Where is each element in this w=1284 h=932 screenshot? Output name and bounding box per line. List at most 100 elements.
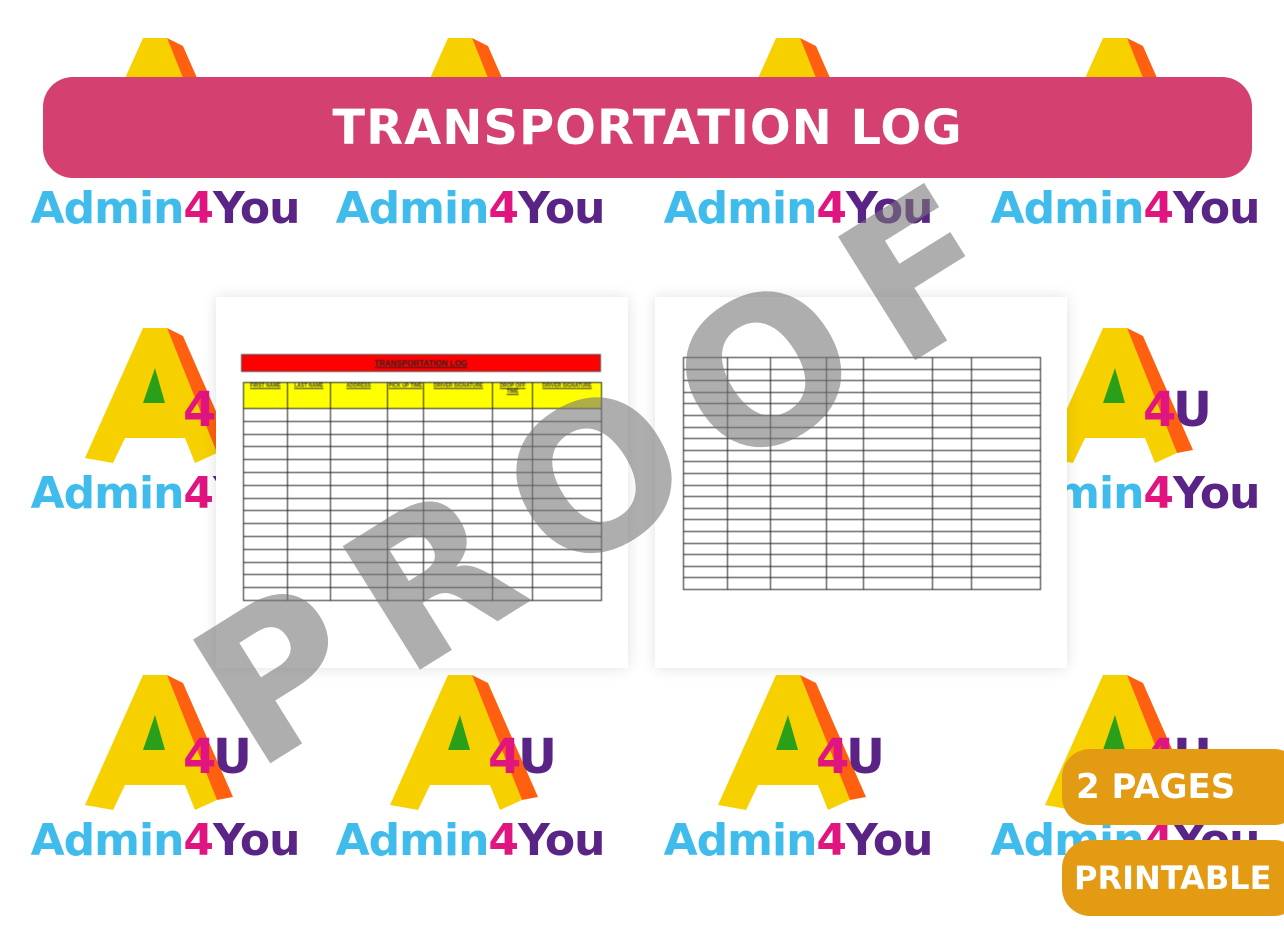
table-cell: [286, 497, 331, 512]
table-cell: [862, 484, 933, 498]
table-cell: [286, 484, 331, 499]
table-cell: [386, 433, 425, 448]
table-cell: [243, 459, 288, 473]
table-cell: [826, 565, 864, 579]
table-cell: [286, 420, 331, 435]
log-table-page-2: [683, 357, 1041, 590]
table-cell: [931, 577, 973, 590]
table-cell: [726, 530, 771, 544]
table-cell: [931, 414, 973, 428]
table-cell: [826, 507, 864, 521]
table-cell: [826, 542, 864, 556]
table-cell: [386, 420, 425, 435]
table-cell: [971, 496, 1041, 509]
table-cell: [683, 507, 728, 521]
table-cell: [862, 542, 933, 556]
table-row: [683, 438, 1041, 451]
svg-text:U: U: [846, 729, 885, 785]
table-cell: [243, 420, 288, 435]
table-cell: [243, 446, 288, 461]
table-cell: [862, 449, 933, 463]
table-cell: [971, 565, 1041, 579]
table-cell: [971, 426, 1041, 440]
table-cell: [971, 542, 1041, 556]
admin4you-logo: 4 U Admin4You: [320, 675, 620, 875]
table-row: [683, 565, 1041, 579]
column-header: ADDRESS: [329, 382, 388, 409]
table-cell: [971, 530, 1041, 544]
table-cell: [769, 530, 828, 544]
table-cell: [423, 587, 494, 601]
sheet-title: TRANSPORTATION LOG: [241, 354, 601, 372]
table-cell: [329, 459, 388, 473]
table-row: [243, 408, 602, 422]
table-row: [683, 391, 1041, 405]
table-cell: [826, 554, 864, 567]
column-header: LAST NAME: [286, 382, 331, 409]
table-cell: [329, 408, 388, 422]
svg-text:4: 4: [183, 729, 216, 785]
table-row: [683, 554, 1041, 567]
title-banner: TRANSPORTATION LOG: [43, 77, 1252, 178]
table-cell: [769, 565, 828, 579]
table-row: [243, 574, 602, 589]
a4u-logo-icon: 4 U: [390, 675, 557, 810]
svg-text:4: 4: [488, 729, 521, 785]
svg-text:4: 4: [1143, 382, 1176, 438]
table-cell: [329, 446, 388, 461]
table-cell: [971, 380, 1041, 393]
admin4you-wordmark: Admin4You: [663, 183, 934, 234]
column-header: DRIVER SIGNATURE: [423, 382, 494, 409]
table-cell: [931, 438, 973, 451]
table-cell: [862, 507, 933, 521]
table-cell: [826, 496, 864, 509]
admin4you-wordmark: Admin4You: [30, 815, 301, 866]
table-cell: [826, 472, 864, 486]
banner-title: TRANSPORTATION LOG: [332, 99, 963, 156]
table-cell: [826, 577, 864, 590]
column-header: DROP OFF TIME: [492, 382, 534, 409]
table-row: [683, 403, 1041, 416]
admin4you-logo: 4 U Admin4You: [975, 328, 1275, 528]
svg-text:4: 4: [183, 382, 216, 438]
table-cell: [726, 554, 771, 567]
table-cell: [971, 484, 1041, 498]
a4u-logo-icon: 4 U: [1045, 328, 1212, 463]
table-cell: [726, 565, 771, 579]
table-cell: [931, 403, 973, 416]
table-cell: [769, 519, 828, 532]
table-cell: [826, 530, 864, 544]
admin4you-wordmark: Admin4You: [990, 468, 1261, 519]
svg-text:U: U: [1173, 382, 1212, 438]
table-cell: [931, 426, 973, 440]
table-cell: [769, 554, 828, 567]
table-cell: [971, 507, 1041, 521]
table-cell: [243, 523, 288, 537]
table-cell: [386, 408, 425, 422]
table-cell: [243, 497, 288, 512]
table-cell: [862, 472, 933, 486]
table-cell: [971, 461, 1041, 474]
admin4you-wordmark: Admin4You: [990, 183, 1261, 234]
pages-badge-label: 2 PAGES: [1076, 767, 1236, 807]
table-cell: [769, 542, 828, 556]
svg-text:U: U: [213, 729, 252, 785]
table-cell: [931, 472, 973, 486]
table-row: [683, 577, 1041, 590]
table-cell: [683, 577, 728, 590]
table-cell: [826, 519, 864, 532]
table-cell: [243, 408, 288, 422]
table-cell: [243, 484, 288, 499]
table-cell: [683, 519, 728, 532]
table-cell: [243, 510, 288, 525]
table-cell: [243, 471, 288, 486]
admin4you-logo: 4 U Admin4You: [15, 675, 315, 875]
table-cell: [971, 519, 1041, 532]
svg-text:4: 4: [816, 729, 849, 785]
a4u-logo-icon: 4 U: [85, 675, 252, 810]
table-cell: [931, 565, 973, 579]
table-cell: [329, 433, 388, 448]
table-cell: [286, 433, 331, 448]
printable-badge-label: PRINTABLE: [1074, 859, 1272, 897]
table-row: [243, 510, 602, 525]
